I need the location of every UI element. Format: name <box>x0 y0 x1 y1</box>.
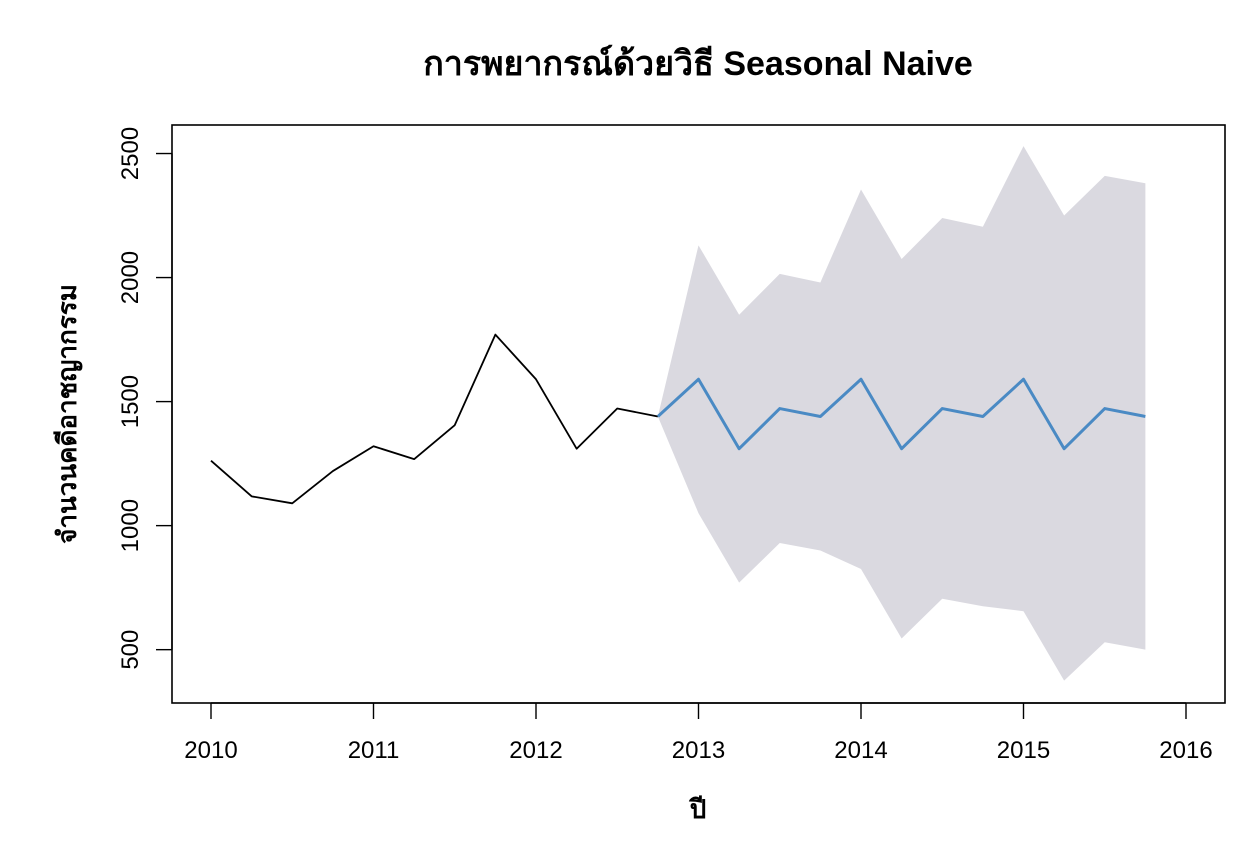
forecast-point <box>1143 414 1147 418</box>
observed-point <box>209 459 213 463</box>
y-tick-label: 1000 <box>117 499 144 552</box>
forecast-point <box>1103 407 1107 411</box>
observed-point <box>615 407 619 411</box>
x-tick-label: 2010 <box>184 737 237 764</box>
observed-point <box>534 377 538 381</box>
observed-point <box>290 501 294 505</box>
observed-point <box>250 494 254 498</box>
observed-point <box>412 457 416 461</box>
y-tick-label: 1500 <box>117 375 144 428</box>
forecast-line <box>656 377 1146 451</box>
prediction-interval-band <box>657 146 1146 681</box>
y-tick-label: 500 <box>117 630 144 670</box>
forecast-point <box>778 407 782 411</box>
x-tick-label: 2014 <box>834 737 887 764</box>
chart-title: การพยากรณ์ด้วยวิธี Seasonal Naive <box>423 44 973 83</box>
x-tick-label: 2016 <box>1159 737 1212 764</box>
observed-point <box>493 333 497 337</box>
x-tick-label: 2015 <box>997 737 1050 764</box>
forecast-point <box>1022 377 1026 381</box>
forecast-series <box>656 377 1147 451</box>
x-axis-title: ปี <box>689 794 707 824</box>
x-tick-label: 2013 <box>672 737 725 764</box>
forecast-point <box>656 414 660 418</box>
prediction-interval-layer <box>657 146 1146 681</box>
forecast-point <box>940 407 944 411</box>
observed-point <box>331 469 335 473</box>
series-layer <box>209 333 1147 505</box>
y-axis-title: จำนวนคดีอาชญากรรม <box>52 284 83 544</box>
observed-series <box>209 333 659 505</box>
forecast-point <box>1062 447 1066 451</box>
forecast-point <box>697 377 701 381</box>
y-tick-label: 2500 <box>117 127 144 180</box>
observed-point <box>575 447 579 451</box>
x-tick-label: 2012 <box>509 737 562 764</box>
y-axis: 500 1000 1500 2000 2500 <box>117 127 173 670</box>
forecast-point <box>981 414 985 418</box>
observed-point <box>372 444 376 448</box>
x-tick-label: 2011 <box>348 737 400 764</box>
forecast-point <box>818 414 822 418</box>
forecast-point <box>737 447 741 451</box>
observed-point <box>453 423 457 427</box>
forecast-point <box>900 447 904 451</box>
x-axis: 2010 2011 2012 2013 2014 2015 2016 <box>184 702 1213 764</box>
observed-line <box>210 333 659 505</box>
forecast-point <box>859 377 863 381</box>
y-tick-label: 2000 <box>117 251 144 304</box>
